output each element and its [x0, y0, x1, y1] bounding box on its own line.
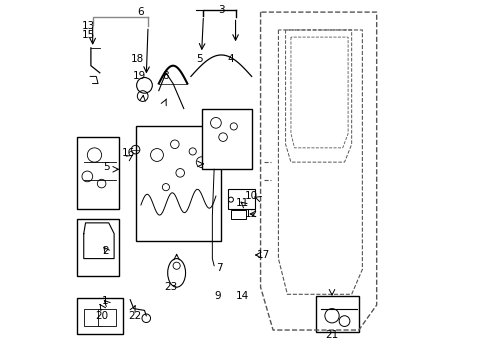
Text: 5: 5: [103, 162, 110, 172]
Bar: [228, 189, 255, 208]
Text: 6: 6: [137, 7, 144, 17]
Text: 4: 4: [227, 54, 234, 64]
Bar: [201, 109, 251, 169]
Bar: [135, 126, 221, 241]
Text: 15: 15: [81, 30, 95, 40]
Text: 7: 7: [216, 262, 223, 273]
Text: 9: 9: [214, 291, 221, 301]
Bar: [77, 298, 123, 334]
Text: 11: 11: [236, 198, 249, 208]
Text: 2: 2: [102, 247, 108, 256]
Text: 19: 19: [132, 71, 145, 81]
Bar: [83, 309, 102, 327]
Text: 12: 12: [244, 209, 258, 219]
Bar: [98, 309, 116, 327]
Text: 22: 22: [128, 311, 141, 321]
Bar: [231, 210, 245, 219]
Text: 16: 16: [122, 148, 135, 158]
Text: 10: 10: [244, 191, 258, 201]
Text: 8: 8: [163, 71, 169, 81]
Text: 23: 23: [164, 282, 178, 292]
Bar: [315, 296, 358, 332]
Text: 14: 14: [236, 291, 249, 301]
Bar: [77, 137, 119, 208]
Text: 18: 18: [130, 54, 143, 64]
Text: 13: 13: [81, 21, 95, 31]
Text: 20: 20: [95, 311, 108, 321]
Text: 5: 5: [196, 54, 203, 64]
Text: 21: 21: [325, 330, 338, 341]
Bar: [77, 219, 119, 276]
Text: 3: 3: [218, 5, 224, 15]
Text: 17: 17: [256, 250, 269, 260]
Text: 1: 1: [102, 296, 108, 306]
